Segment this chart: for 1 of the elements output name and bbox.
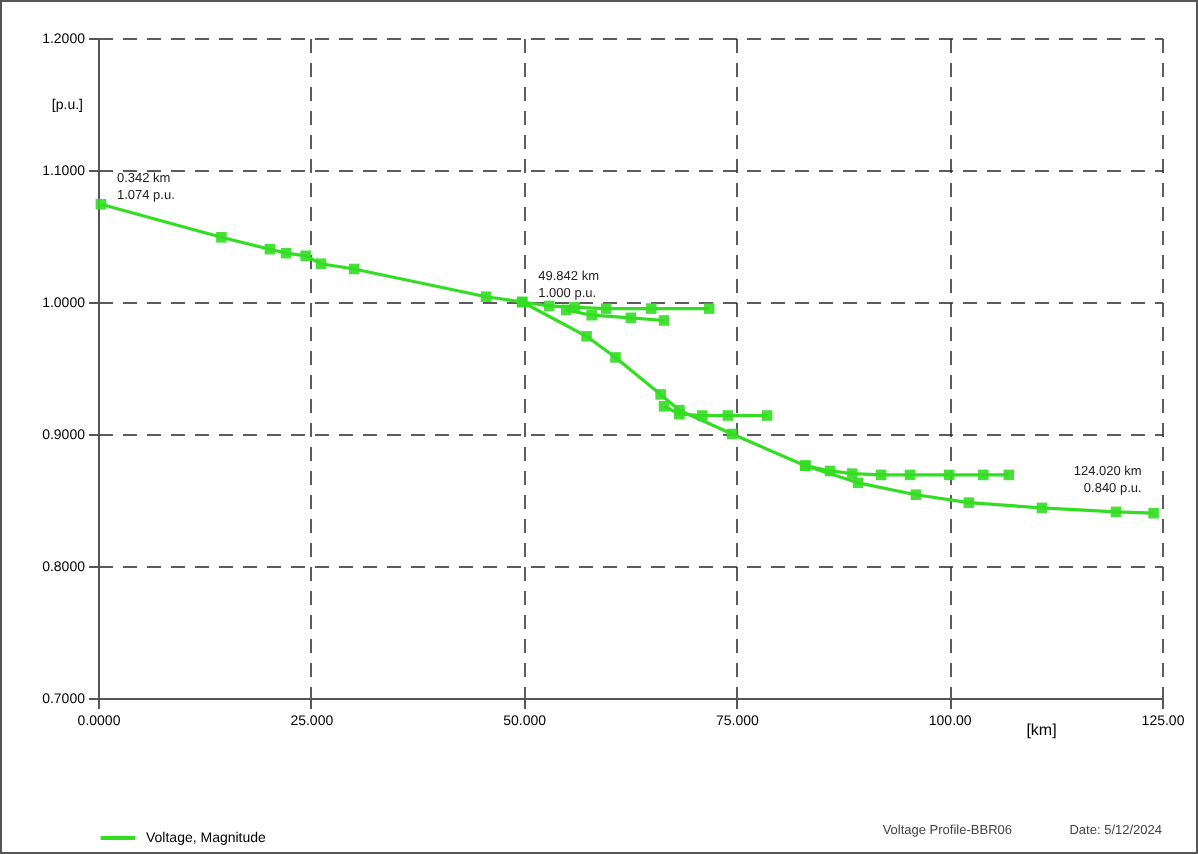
x-axis-title: [km] — [1026, 721, 1057, 739]
